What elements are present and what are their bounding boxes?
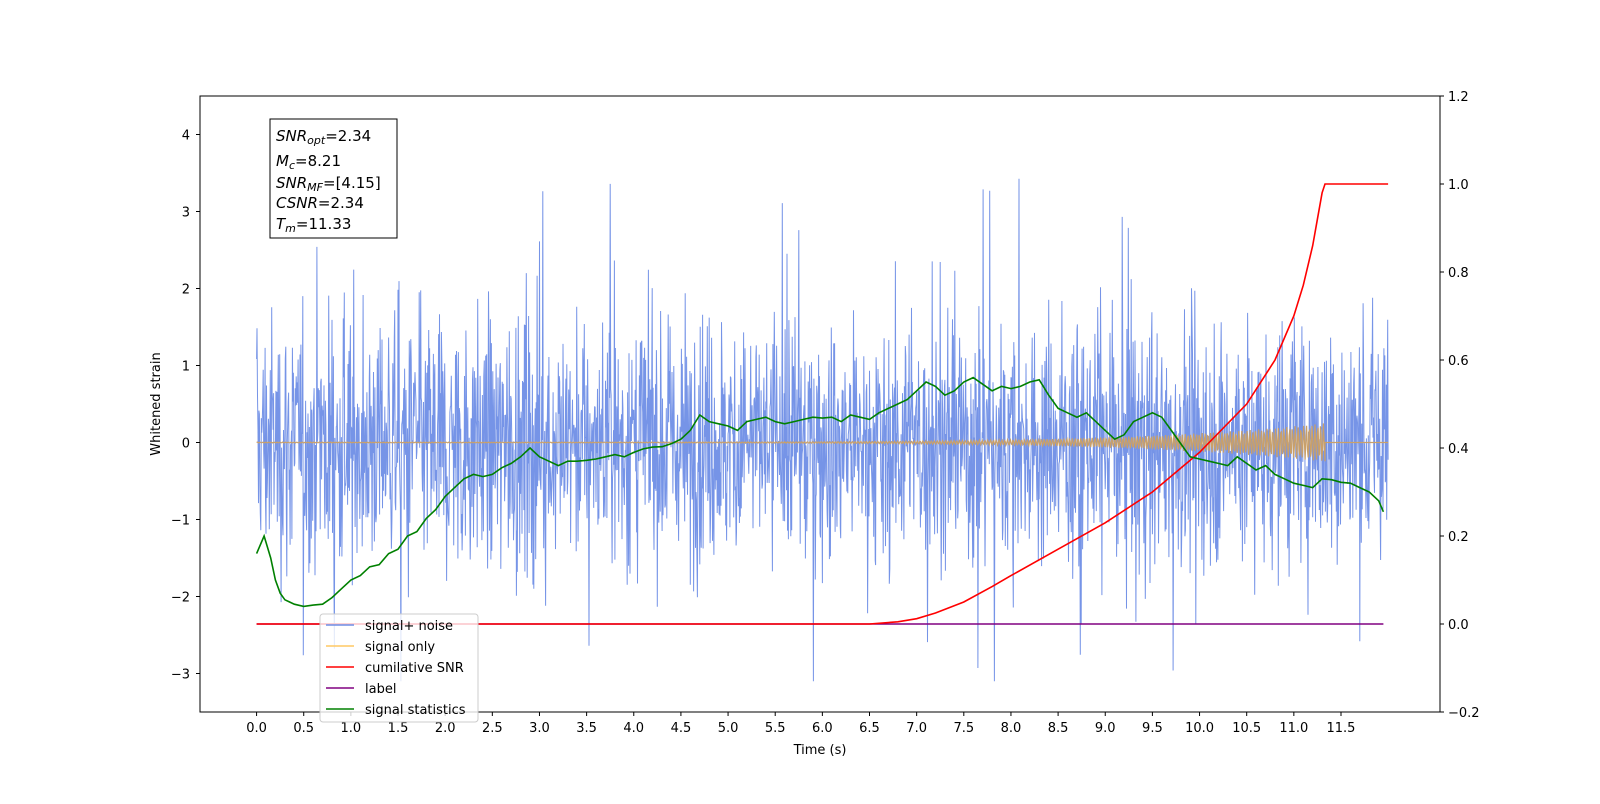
legend-item: label	[326, 682, 396, 697]
signal-only-line	[256, 423, 1389, 462]
plot-frame	[199, 95, 1441, 713]
x-tick-label: 0.0	[246, 721, 267, 736]
annotation-tm: Tm=11.33	[276, 215, 351, 235]
tm-value: 11.33	[308, 215, 351, 233]
x-tick-label: 7.5	[953, 721, 974, 736]
legend: signal+ noise signal only cumilative SNR…	[319, 613, 479, 723]
legend-label: label	[365, 682, 396, 697]
mc-value: 8.21	[308, 152, 341, 170]
annotation-box: SNRopt=2.34 Mc=8.21 SNRMF=[4.15] CSNR=2.…	[269, 118, 398, 239]
x-tick-label: 4.0	[623, 721, 644, 736]
x-axis-label: Time (s)	[793, 743, 847, 758]
x-tick-label: 7.0	[906, 721, 927, 736]
y2-tick-label: −0.2	[1448, 706, 1480, 721]
x-tick-label: 6.5	[859, 721, 880, 736]
x-tick-label: 5.5	[765, 721, 786, 736]
y-tick-label: 1	[182, 360, 190, 375]
legend-label: cumilative SNR	[365, 661, 464, 676]
csnr-value: 2.34	[331, 194, 364, 212]
signal-statistics-line	[255, 376, 1385, 608]
x-tick-label: 1.5	[388, 721, 409, 736]
x-tick-label: 8.5	[1048, 721, 1069, 736]
x-tick-label: 3.5	[576, 721, 597, 736]
legend-frame	[319, 613, 479, 723]
annotation-snr-mf: SNRMF=[4.15]	[276, 174, 381, 194]
y-tick-label: 2	[182, 283, 190, 298]
y2-tick-label: 0.2	[1448, 530, 1469, 545]
x-tick-label: 10.5	[1232, 721, 1261, 736]
y-axis-left: −3 −2 −1 0 1 2 3 4	[171, 129, 200, 683]
y2-tick-label: 0.4	[1448, 442, 1469, 457]
annotation-snr-opt: SNRopt=2.34	[276, 127, 371, 147]
y2-tick-label: 1.0	[1448, 178, 1469, 193]
x-tick-label: 3.0	[529, 721, 550, 736]
x-tick-label: 4.5	[671, 721, 692, 736]
y-tick-label: −2	[171, 591, 190, 606]
legend-item: signal statistics	[326, 703, 466, 718]
annotation-csnr: CSNR=2.34	[276, 194, 364, 212]
x-tick-label: 5.0	[718, 721, 739, 736]
x-tick-label: 0.5	[293, 721, 314, 736]
legend-item: signal+ noise	[326, 619, 453, 634]
y-tick-label: 4	[182, 129, 190, 144]
signal-noise-line	[256, 178, 1389, 682]
y2-tick-label: 1.2	[1448, 90, 1469, 105]
y-axis-label: Whitened strain	[149, 352, 164, 455]
x-tick-label: 6.0	[812, 721, 833, 736]
x-tick-label: 11.5	[1327, 721, 1356, 736]
y-tick-label: −1	[171, 514, 190, 529]
y2-tick-label: 0.0	[1448, 618, 1469, 633]
x-tick-label: 1.0	[341, 721, 362, 736]
x-tick-label: 9.5	[1142, 721, 1163, 736]
snr-mf-value: [4.15]	[336, 174, 381, 192]
legend-label: signal statistics	[365, 703, 466, 718]
series-layer	[255, 178, 1389, 682]
legend-label: signal only	[365, 640, 435, 655]
y-tick-label: 0	[182, 437, 190, 452]
x-tick-label: 11.0	[1279, 721, 1308, 736]
x-tick-label: 10.0	[1185, 721, 1214, 736]
y-axis-right: −0.2 0.0 0.2 0.4 0.6 0.8 1.0 1.2	[1440, 90, 1480, 721]
x-tick-label: 9.0	[1095, 721, 1116, 736]
x-tick-label: 8.0	[1001, 721, 1022, 736]
cumulative-snr-line	[256, 183, 1389, 625]
legend-item: cumilative SNR	[326, 661, 464, 676]
x-tick-label: 2.0	[435, 721, 456, 736]
legend-item: signal only	[326, 640, 435, 655]
y2-tick-label: 0.6	[1448, 354, 1469, 369]
y2-tick-label: 0.8	[1448, 266, 1469, 281]
y-tick-label: −3	[171, 668, 190, 683]
x-axis: 0.0 0.5 1.0 1.5 2.0 2.5 3.0 3.5 4.0 4.5 5.0 5.5 6.0 6…	[246, 712, 1355, 736]
annotation-mc: Mc=8.21	[276, 152, 341, 172]
legend-label: signal+ noise	[365, 619, 453, 634]
snr-opt-value: 2.34	[338, 127, 371, 145]
x-tick-label: 2.5	[482, 721, 503, 736]
y-tick-label: 3	[182, 206, 190, 221]
